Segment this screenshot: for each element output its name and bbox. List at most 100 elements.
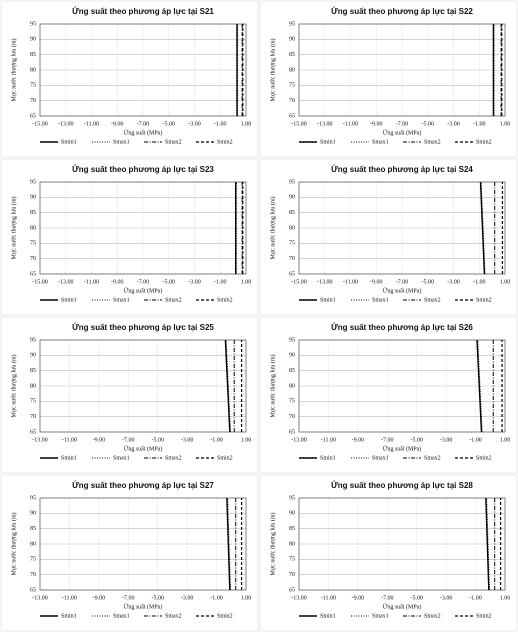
y-tick-label: 80 — [30, 225, 36, 231]
y-tick-label: 65 — [30, 271, 36, 277]
x-tick-label: -15.00 — [32, 279, 48, 285]
panel-border — [259, 158, 518, 316]
series-line — [477, 339, 483, 433]
x-tick-label: -3.00 — [181, 437, 194, 443]
x-tick-label: -15.00 — [32, 121, 48, 127]
x-tick-label: -7.00 — [396, 121, 409, 127]
x-tick-label: -1.00 — [210, 595, 223, 601]
x-tick-label: -13.00 — [32, 437, 48, 443]
x-tick-label: -3.00 — [447, 121, 460, 127]
x-tick-label: -11.00 — [321, 437, 336, 443]
x-axis-label: Ứng suất (MPa) — [124, 602, 163, 610]
legend-label: Smax2 — [165, 297, 182, 303]
legend-label: Smin1 — [320, 297, 336, 303]
x-tick-label: -9.00 — [370, 279, 383, 285]
x-tick-label: -13.00 — [291, 437, 307, 443]
y-axis-label: Mực nước thượng lưu (m) — [10, 512, 17, 575]
y-axis-label: Mực nước thượng lưu (m) — [269, 38, 276, 101]
y-tick-label: 95 — [30, 337, 36, 343]
y-tick-label: 90 — [30, 511, 36, 517]
legend-label: Smin2 — [476, 613, 492, 619]
y-tick-label: 70 — [289, 572, 295, 578]
x-tick-label: -5.00 — [163, 121, 176, 127]
x-axis-label: Ứng suất (MPa) — [124, 444, 163, 452]
series-line — [227, 497, 232, 591]
y-tick-label: 65 — [30, 429, 36, 435]
x-tick-label: -13.00 — [58, 279, 74, 285]
x-tick-label: 1.00 — [241, 437, 252, 443]
y-tick-label: 90 — [30, 195, 36, 201]
series-line — [224, 339, 231, 433]
y-tick-label: 95 — [30, 179, 36, 185]
y-tick-label: 75 — [30, 557, 36, 563]
x-tick-label: 1.00 — [500, 121, 511, 127]
legend-label: Smin2 — [217, 297, 233, 303]
chart-title: Ứng suất theo phương áp lực tại S22 — [331, 7, 473, 16]
y-tick-label: 85 — [289, 210, 295, 216]
legend-label: Smin1 — [61, 297, 77, 303]
x-tick-label: 1.00 — [241, 279, 252, 285]
y-tick-label: 80 — [30, 541, 36, 547]
y-tick-label: 90 — [30, 353, 36, 359]
x-tick-label: -9.00 — [370, 121, 383, 127]
x-tick-label: -15.00 — [291, 279, 307, 285]
legend-label: Smax1 — [113, 613, 130, 619]
legend-label: Smin2 — [476, 139, 492, 145]
x-tick-label: -3.00 — [181, 595, 194, 601]
x-tick-label: -11.00 — [84, 121, 99, 127]
chart-title: Ứng suất theo phương áp lực tại S21 — [72, 7, 214, 16]
y-tick-label: 70 — [30, 256, 36, 262]
y-tick-label: 90 — [289, 353, 295, 359]
x-tick-label: -5.00 — [422, 279, 435, 285]
legend-label: Smin1 — [61, 455, 77, 461]
x-tick-label: -1.00 — [469, 437, 482, 443]
x-tick-label: -1.00 — [473, 121, 486, 127]
y-tick-label: 70 — [30, 98, 36, 104]
y-tick-label: 95 — [30, 495, 36, 501]
x-tick-label: -7.00 — [137, 121, 150, 127]
y-tick-label: 90 — [289, 37, 295, 43]
x-tick-label: -1.00 — [214, 279, 227, 285]
legend-label: Smin2 — [217, 613, 233, 619]
y-tick-label: 95 — [289, 495, 295, 501]
panel-border — [259, 474, 518, 632]
x-tick-label: -15.00 — [291, 121, 307, 127]
x-tick-label: -9.00 — [111, 121, 124, 127]
legend-label: Smax2 — [424, 613, 441, 619]
y-axis-label: Mực nước thượng lưu (m) — [10, 38, 17, 101]
chart-title: Ứng suất theo phương áp lực tại S25 — [72, 323, 214, 332]
x-tick-label: -11.00 — [343, 121, 358, 127]
x-tick-label: -5.00 — [151, 437, 164, 443]
x-tick-label: -3.00 — [188, 121, 201, 127]
legend-label: Smin2 — [476, 455, 492, 461]
y-tick-label: 65 — [289, 587, 295, 593]
chart-title: Ứng suất theo phương áp lực tại S28 — [331, 481, 473, 490]
panel-border — [259, 0, 518, 158]
x-tick-label: 1.00 — [500, 437, 511, 443]
x-tick-label: 1.00 — [500, 279, 511, 285]
legend-label: Smin1 — [320, 455, 336, 461]
x-tick-label: -3.00 — [447, 279, 460, 285]
legend-label: Smax2 — [165, 613, 182, 619]
x-axis-label: Ứng suất (MPa) — [124, 128, 163, 136]
legend-label: Smin2 — [217, 139, 233, 145]
plot-frame — [298, 181, 506, 275]
plot-frame — [298, 339, 506, 433]
y-tick-label: 75 — [30, 83, 36, 89]
legend-label: Smax1 — [113, 455, 130, 461]
x-tick-label: -1.00 — [469, 595, 482, 601]
y-tick-label: 85 — [30, 210, 36, 216]
x-tick-label: -5.00 — [163, 279, 176, 285]
y-tick-label: 65 — [289, 271, 295, 277]
x-tick-label: -13.00 — [291, 595, 307, 601]
y-tick-label: 90 — [30, 37, 36, 43]
y-tick-label: 85 — [289, 52, 295, 58]
x-tick-label: 1.00 — [241, 121, 252, 127]
series-line — [476, 339, 483, 433]
x-axis-label: Ứng suất (MPa) — [383, 602, 422, 610]
y-tick-label: 80 — [289, 541, 295, 547]
y-tick-label: 75 — [30, 241, 36, 247]
legend-label: Smin1 — [320, 139, 336, 145]
x-tick-label: -13.00 — [58, 121, 74, 127]
y-tick-label: 85 — [289, 526, 295, 532]
